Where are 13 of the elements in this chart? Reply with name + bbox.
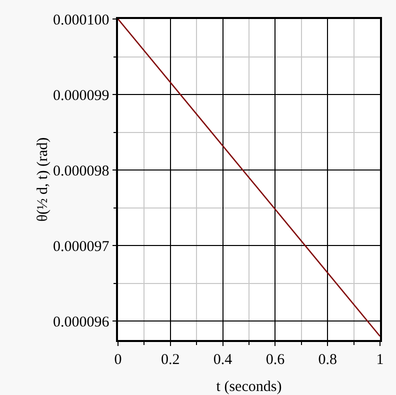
x-tick-label: 0	[114, 352, 122, 368]
y-tick-label: 0.000100	[53, 12, 110, 28]
y-axis-title: θ(½ d, t) (rad)	[35, 137, 51, 222]
x-tick-label: 0.2	[161, 352, 180, 368]
y-tick-label: 0.000096	[53, 314, 110, 330]
y-tick-label: 0.000098	[53, 163, 110, 180]
x-tick-label: 1	[376, 352, 384, 368]
x-tick-label: 0.4	[213, 352, 233, 368]
y-tick-label: 0.000097	[53, 238, 110, 255]
x-axis-title: t (seconds)	[216, 379, 282, 395]
x-tick-label: 0.6	[266, 352, 286, 368]
x-tick-label: 0.8	[318, 352, 337, 368]
y-tick-label: 0.000099	[53, 88, 110, 104]
